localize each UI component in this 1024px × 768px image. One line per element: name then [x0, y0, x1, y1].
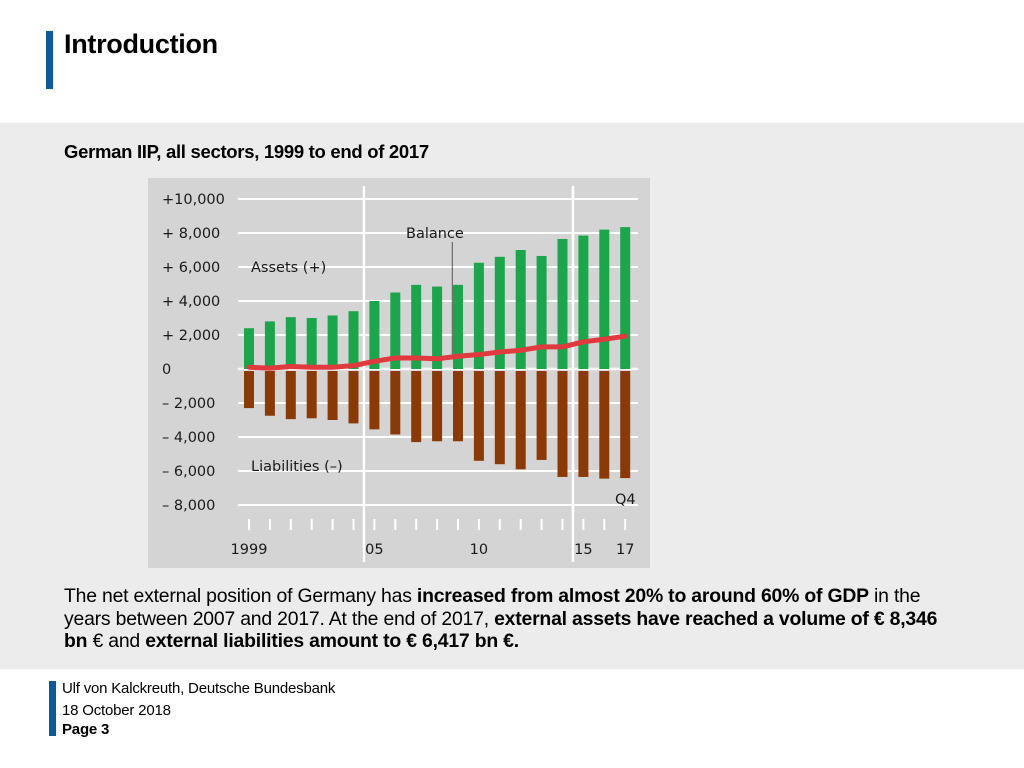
liability-bar [557, 371, 568, 477]
liability-bar [327, 371, 338, 420]
asset-bar [620, 227, 631, 369]
asset-bar [473, 262, 484, 369]
y-tick-label: + 8,000 [162, 226, 220, 242]
para-bold-3: external liabilities amount to € 6,417 b… [145, 630, 519, 652]
y-tick-label: – 4,000 [162, 430, 215, 446]
y-tick-label: – 8,000 [162, 498, 215, 514]
y-tick-label: – 6,000 [162, 464, 215, 480]
x-tick-label: 10 [470, 542, 488, 558]
asset-bar [369, 301, 380, 369]
para-bold-1: increased from almost 20% to around 60% … [416, 585, 869, 607]
asset-bar [306, 318, 317, 369]
para-text-2: in the years between 2007 and 2017. At t… [64, 585, 921, 630]
liability-bar [620, 371, 631, 479]
asset-bar [453, 284, 463, 369]
liability-bar [515, 371, 526, 470]
liability-bar [473, 371, 484, 461]
para-text-1: The net external position of Germany has [64, 585, 417, 607]
title-accent-bar [46, 31, 53, 89]
asset-bar [536, 255, 547, 369]
y-tick-label: – 2,000 [162, 396, 215, 412]
x-tick-label: 1999 [231, 542, 268, 558]
asset-bar [348, 311, 359, 369]
liability-bar [453, 371, 463, 442]
liability-bar [348, 371, 359, 424]
liability-bar [390, 371, 401, 435]
asset-bar [285, 317, 296, 369]
y-tick-label: +10,000 [162, 192, 225, 208]
asset-bar [578, 235, 589, 369]
iip-chart: +10,000 + 8,000 + 6,000 + 4,000 + 2,000 0 – 2,… [148, 178, 650, 568]
footer-date: 18 October 2018 [62, 702, 171, 719]
annotation-q4: Q4 [615, 492, 636, 508]
para-bold-2: external assets have reached a volume of… [64, 607, 938, 653]
asset-bar [557, 238, 568, 369]
asset-bar [515, 250, 526, 369]
footer-page-number: Page 3 [62, 721, 110, 738]
liability-bar [599, 371, 610, 479]
liability-bar [432, 371, 443, 442]
liability-bar [411, 371, 422, 443]
asset-bar [599, 229, 610, 369]
liability-bar [494, 371, 505, 465]
x-tick-label: 17 [616, 542, 634, 558]
y-tick-label: + 2,000 [162, 328, 220, 344]
asset-bar [494, 256, 505, 369]
asset-bar [390, 292, 401, 369]
x-tick-label: 05 [365, 542, 383, 558]
annotation-assets: Assets (+) [251, 260, 326, 276]
asset-bar [411, 284, 422, 369]
summary-paragraph: The net external position of Germany has… [64, 585, 964, 653]
asset-bar [264, 321, 275, 369]
liability-bar [264, 371, 275, 416]
annotation-balance: Balance [406, 226, 464, 242]
liability-bar [578, 371, 589, 477]
liability-bar [285, 371, 296, 420]
y-tick-label: + 6,000 [162, 260, 220, 276]
footer-author: Ulf von Kalckreuth, Deutsche Bundesbank [62, 680, 336, 697]
annotation-liabilities: Liabilities (–) [251, 459, 343, 475]
liability-bar [244, 371, 254, 409]
footer-accent-bar [49, 681, 56, 736]
liability-bar [306, 371, 317, 419]
asset-bar [327, 315, 338, 369]
y-tick-label: 0 [162, 362, 171, 378]
chart-title: German IIP, all sectors, 1999 to end of … [64, 141, 429, 162]
x-tick-label: 15 [574, 542, 592, 558]
asset-bar [244, 328, 254, 369]
liability-bar [369, 371, 380, 430]
balance-line [246, 333, 628, 371]
y-tick-label: + 4,000 [162, 294, 220, 310]
slide-title: Introduction [64, 29, 218, 59]
asset-bar [432, 286, 443, 369]
para-text-3: € and [87, 630, 146, 652]
liability-bar [536, 371, 547, 460]
